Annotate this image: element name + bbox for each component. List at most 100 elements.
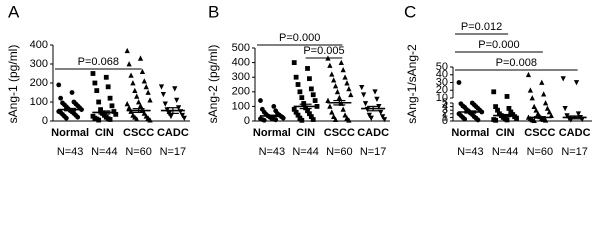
dot <box>346 117 352 123</box>
dot <box>128 72 134 78</box>
dot <box>327 62 333 68</box>
dot <box>542 117 549 123</box>
dot <box>181 115 187 122</box>
dot <box>301 101 307 106</box>
dot <box>160 92 167 98</box>
x-tick-label: CSCC <box>123 127 154 139</box>
dot <box>96 117 102 123</box>
dot <box>495 107 500 113</box>
n-label: N=43 <box>457 146 484 158</box>
dot <box>331 77 337 83</box>
dot <box>360 92 367 98</box>
dot <box>308 114 314 120</box>
dot <box>107 95 113 101</box>
y-tick-label: 0 <box>442 115 448 127</box>
dot <box>332 83 339 89</box>
y-tick-label: 0 <box>42 115 48 127</box>
p-value: P=0.005 <box>303 45 344 57</box>
dot <box>344 80 350 86</box>
dot <box>336 94 343 101</box>
dot <box>381 117 388 123</box>
dot <box>145 89 151 95</box>
dot <box>132 87 138 93</box>
dot <box>75 114 81 120</box>
x-tick-label: CSCC <box>524 127 555 139</box>
dot <box>63 115 69 121</box>
dot <box>258 98 263 103</box>
dot <box>299 95 305 101</box>
dot <box>103 74 109 80</box>
dot <box>514 115 519 121</box>
p-value: P=0.000 <box>478 39 519 51</box>
dot <box>546 109 553 115</box>
dot <box>143 83 149 90</box>
x-tick-label: CIN <box>496 127 515 139</box>
dot <box>107 117 113 122</box>
dot <box>329 71 335 77</box>
dot <box>312 98 318 103</box>
dot <box>90 71 96 76</box>
dot <box>364 106 371 113</box>
panel-letter: B <box>208 2 219 21</box>
dot <box>327 103 333 109</box>
y-tick-label: 0 <box>244 115 250 127</box>
dot <box>362 101 369 107</box>
n-label: N=44 <box>91 146 118 158</box>
dot <box>325 97 331 103</box>
x-tick-label: Normal <box>451 127 489 139</box>
dot <box>293 74 299 80</box>
dot <box>141 110 147 116</box>
y-tick-label: 20 <box>436 84 448 96</box>
dot <box>271 104 277 109</box>
dot <box>139 68 146 74</box>
y-tick-label: 30 <box>436 76 448 88</box>
dot <box>346 86 352 92</box>
y-tick-label: 50 <box>436 61 448 73</box>
dot <box>109 103 115 109</box>
dot <box>134 93 140 99</box>
dot <box>308 86 314 92</box>
p-value: P=0.000 <box>279 32 320 44</box>
dot <box>493 104 499 109</box>
dot <box>338 59 344 65</box>
dot <box>305 66 310 71</box>
dot <box>96 99 102 105</box>
dot <box>162 101 168 107</box>
y-tick-label: 200 <box>232 86 250 98</box>
dot <box>295 82 301 87</box>
dot <box>535 110 541 117</box>
dot <box>560 76 566 82</box>
dot <box>134 116 140 122</box>
n-label: N=43 <box>57 146 84 158</box>
y-tick-label: 10 <box>436 92 448 104</box>
dot <box>533 107 539 113</box>
y-axis-label: sAng-1 (pg/ml) <box>6 45 20 124</box>
dot <box>531 117 537 124</box>
y-tick-label: 100 <box>232 100 250 112</box>
dot <box>111 109 117 114</box>
y-axis-label: sAng-1/sAng-2 <box>405 44 419 124</box>
dot <box>92 80 98 86</box>
n-label: N=17 <box>160 146 187 158</box>
dot <box>379 114 386 120</box>
y-tick-label: 4 <box>442 101 448 113</box>
dot <box>280 115 286 121</box>
dot <box>310 92 316 98</box>
y-tick-label: 1 <box>442 111 448 123</box>
dot <box>147 117 153 123</box>
dot <box>544 105 551 111</box>
dot <box>135 99 142 105</box>
dot <box>504 117 510 123</box>
x-tick-label: CADC <box>559 127 591 139</box>
n-label: N=60 <box>527 146 554 158</box>
dot <box>456 80 462 85</box>
dot <box>113 111 119 117</box>
y-tick-label: 400 <box>30 39 48 51</box>
dot <box>342 112 348 118</box>
dot <box>124 47 130 54</box>
n-label: N=17 <box>561 146 588 158</box>
dot <box>310 117 316 122</box>
x-tick-label: Normal <box>253 127 291 139</box>
dot <box>329 109 335 115</box>
